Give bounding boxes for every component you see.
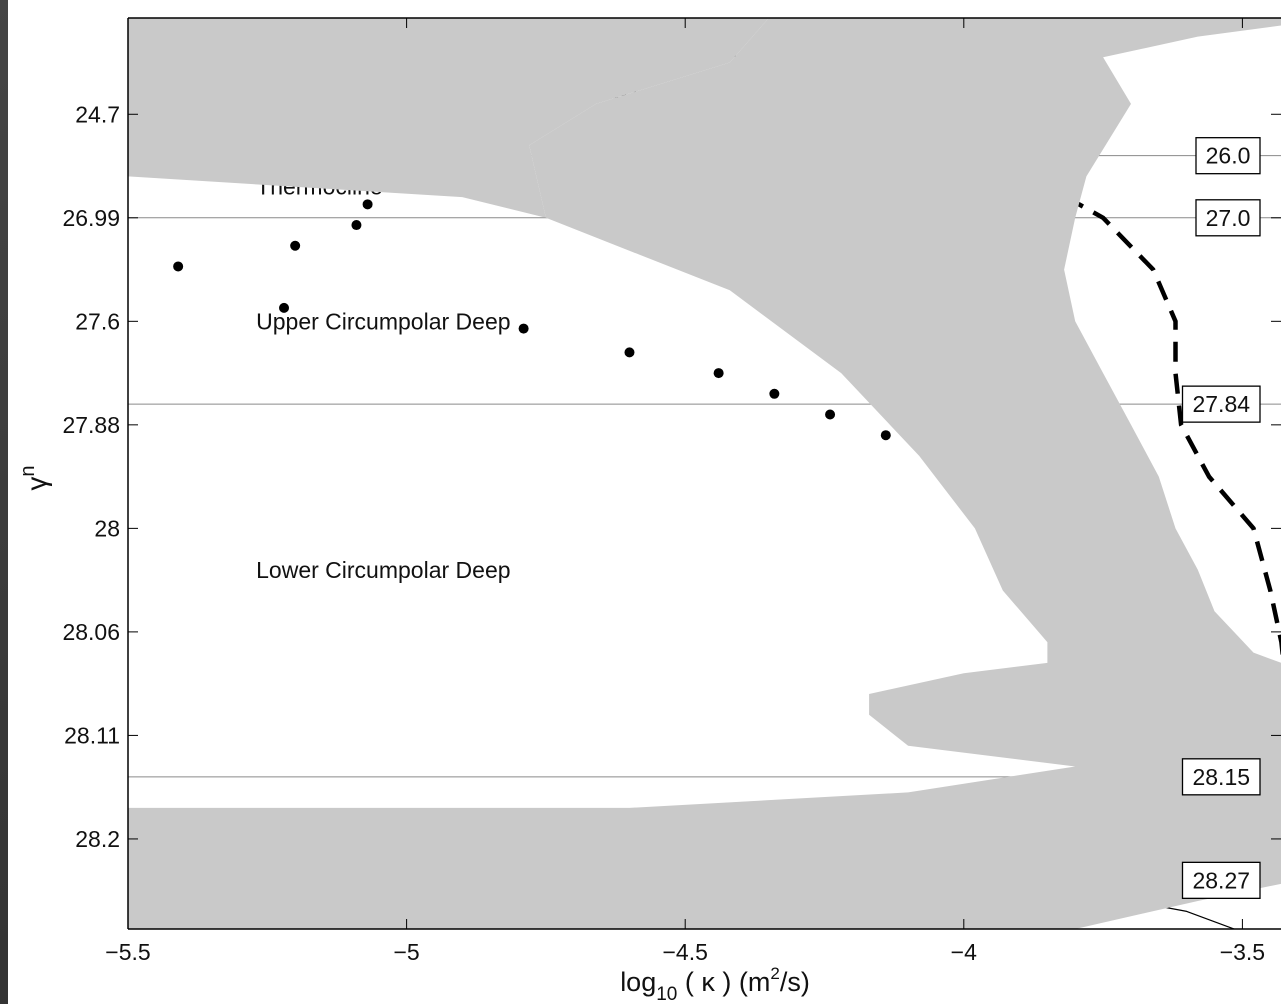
data-point [769,388,780,399]
boundary-label: 26.0 [1195,137,1261,175]
data-point [351,220,362,231]
diffusivity-profile-chart: SurfaceThermoclineUpper Circumpolar Deep… [17,17,1281,1004]
boundary-label-text: 28.27 [1192,867,1250,893]
x-tick-label: −5.5 [105,939,150,965]
y-tick-label: 27.6 [75,308,120,334]
boundary-label-box [1181,758,1261,796]
boundary-label-box [1181,861,1261,899]
data-point [713,368,724,379]
data-point [362,199,373,210]
boundary-label-box [1195,199,1261,237]
data-point [173,261,184,272]
boundary-label: 27.0 [1195,199,1261,237]
shaded-band-upper [128,18,769,218]
y-tick-label: 28.06 [62,619,120,645]
x-tick-label: −4.5 [662,939,707,965]
layer-label: Upper Circumpolar Deep [256,308,510,334]
shaded-band [128,18,1281,929]
boundary-label-text: 28.15 [1192,764,1250,790]
data-point [279,302,290,313]
x-tick-label: −3.5 [1220,939,1265,965]
boundary-label: 28.27 [1181,861,1261,899]
layer-label: Lower Circumpolar Deep [256,557,510,583]
data-point [825,409,836,420]
data-point [518,323,529,334]
boundary-label: 28.15 [1181,758,1261,796]
data-point [624,347,635,358]
boundary-label-box [1181,385,1261,423]
boundary-label-text: 27.84 [1192,391,1250,417]
boundary-label: 27.84 [1181,385,1261,423]
y-tick-label: 28.2 [75,826,120,852]
x-tick-label: −5 [393,939,419,965]
y-tick-label: 26.99 [62,205,120,231]
boundary-label-text: 27.0 [1206,205,1251,231]
boundary-label-text: 26.0 [1206,143,1251,169]
figure-panel: SurfaceThermoclineUpper Circumpolar Deep… [8,0,1281,1004]
x-tick-label: −4 [951,939,977,965]
data-point [290,240,301,251]
y-axis-label: γn [17,465,52,490]
data-point [880,430,891,441]
x-axis-label: log10 ( κ ) (m2/s) [620,964,810,1004]
y-tick-label: 24.7 [75,101,120,127]
y-tick-label: 28 [94,515,120,541]
boundary-label-box [1195,137,1261,175]
series-line-dashed-thick [389,18,1281,893]
y-tick-label: 27.88 [62,412,120,438]
y-tick-label: 28.11 [64,722,120,748]
